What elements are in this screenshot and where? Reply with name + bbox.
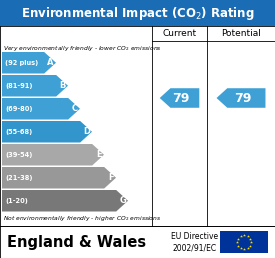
Text: E: E — [96, 150, 101, 159]
Polygon shape — [2, 98, 80, 119]
Text: (1-20): (1-20) — [5, 198, 28, 204]
Text: B: B — [59, 81, 66, 90]
Polygon shape — [2, 121, 92, 142]
Polygon shape — [2, 144, 104, 165]
Text: (81-91): (81-91) — [5, 83, 32, 89]
Bar — [0, 226, 275, 258]
Text: G: G — [119, 196, 126, 205]
Polygon shape — [2, 167, 116, 189]
Text: A: A — [47, 58, 54, 67]
Text: Environmental Impact (CO$_2$) Rating: Environmental Impact (CO$_2$) Rating — [21, 4, 254, 21]
Text: (55-68): (55-68) — [5, 129, 32, 135]
Bar — [0, 0, 275, 26]
Text: C: C — [72, 104, 78, 113]
Text: EU Directive: EU Directive — [171, 232, 219, 241]
Text: (39-54): (39-54) — [5, 152, 32, 158]
Polygon shape — [2, 52, 56, 74]
Text: (21-38): (21-38) — [5, 175, 32, 181]
Polygon shape — [2, 75, 68, 96]
Polygon shape — [160, 88, 199, 108]
Polygon shape — [2, 190, 128, 212]
Text: Current: Current — [163, 29, 197, 38]
Text: F: F — [108, 173, 114, 182]
Text: 2002/91/EC: 2002/91/EC — [173, 244, 217, 253]
Text: (69-80): (69-80) — [5, 106, 32, 112]
Text: Not environmentally friendly - higher CO$_2$ emissions: Not environmentally friendly - higher CO… — [3, 214, 161, 223]
Text: 79: 79 — [172, 92, 190, 104]
Text: England & Wales: England & Wales — [7, 235, 146, 249]
Bar — [220, 231, 268, 253]
Text: Very environmentally friendly - lower CO$_2$ emissions: Very environmentally friendly - lower CO… — [3, 44, 162, 53]
Text: D: D — [83, 127, 90, 136]
Text: (92 plus): (92 plus) — [5, 60, 38, 66]
Polygon shape — [216, 88, 265, 108]
Text: 79: 79 — [234, 92, 251, 104]
Text: Potential: Potential — [221, 29, 261, 38]
